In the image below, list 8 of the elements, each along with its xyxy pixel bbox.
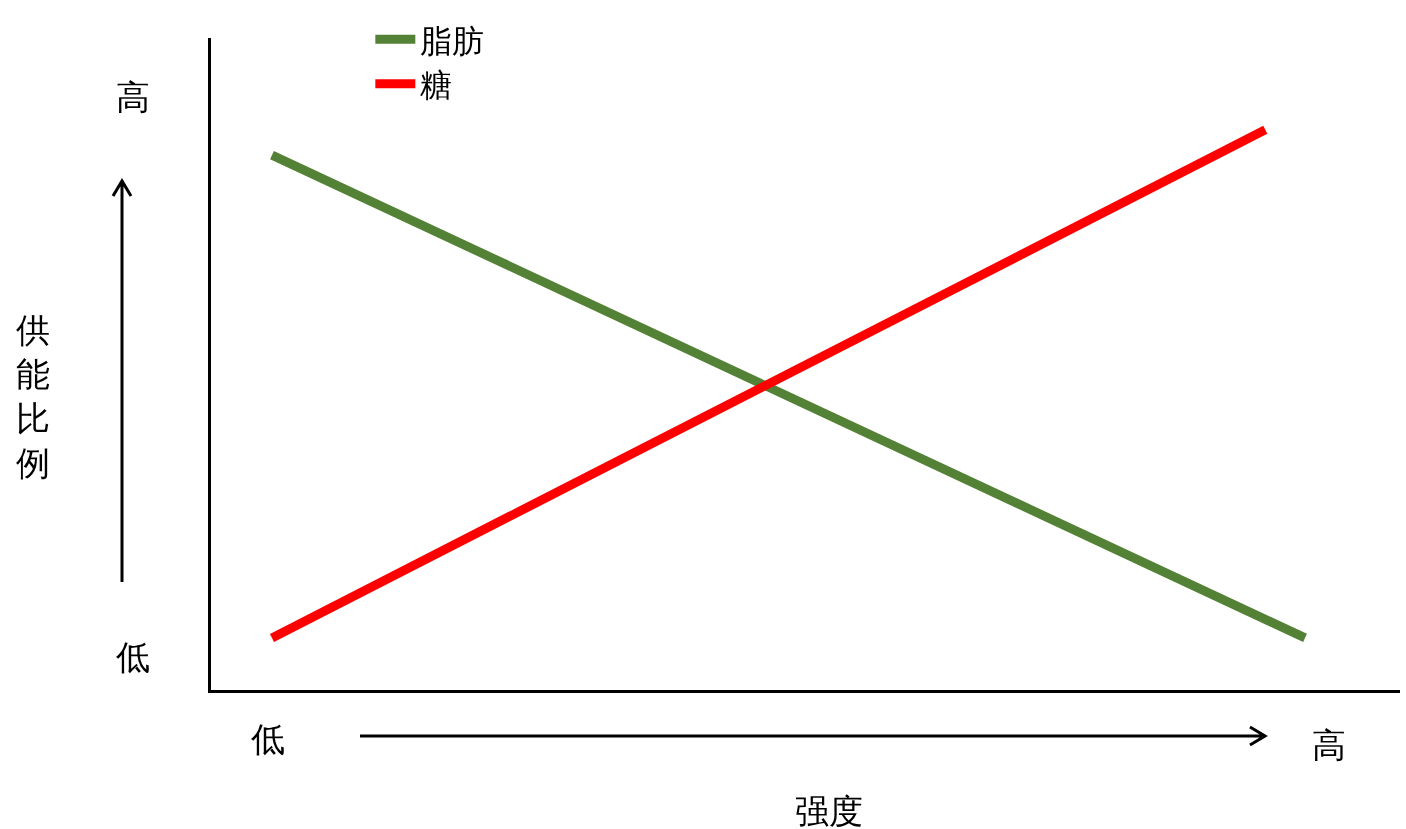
text: 低 <box>251 720 285 758</box>
text: 高 <box>116 78 150 116</box>
x-axis-title: 强度 <box>795 792 863 829</box>
text: 低 <box>116 638 150 676</box>
legend-label: 糖 <box>420 67 453 104</box>
legend-label: 脂肪 <box>420 22 485 59</box>
text: 高 <box>1312 726 1346 764</box>
text: 供能比例 <box>16 311 50 482</box>
